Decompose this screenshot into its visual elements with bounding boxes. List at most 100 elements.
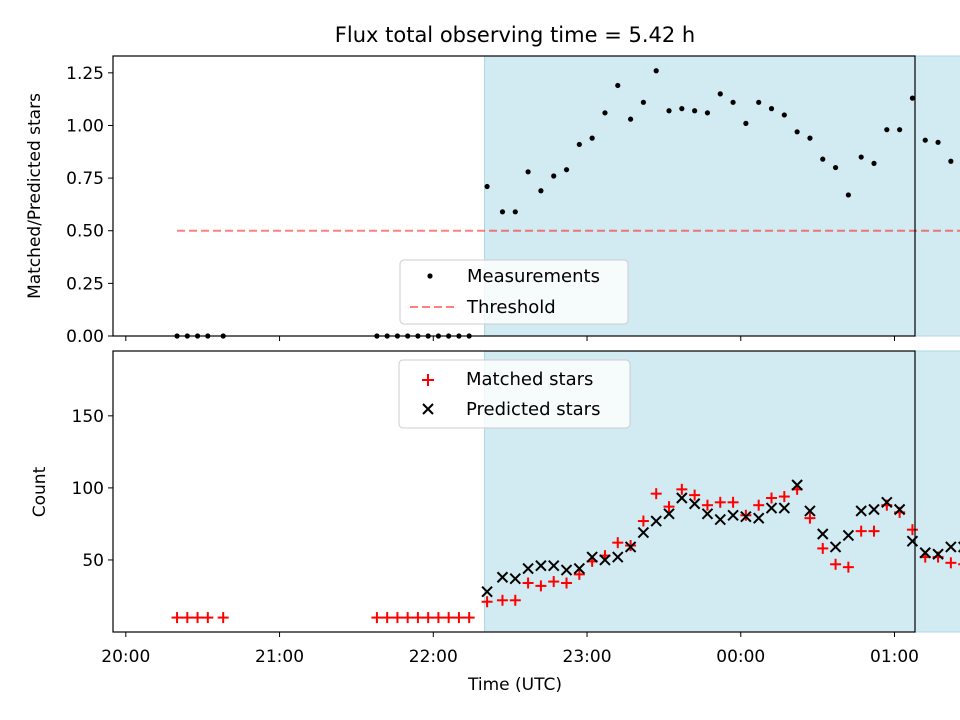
predicted-star-point (496, 571, 509, 583)
matched-star-point (689, 489, 701, 501)
predicted-star-point (650, 515, 662, 527)
predicted-star-point (791, 479, 803, 491)
matched-star-point (842, 561, 854, 573)
measurement-point (807, 135, 813, 141)
matched-star-point (496, 594, 508, 606)
matched-star-point (402, 612, 414, 624)
measurement-point (538, 188, 544, 194)
predicted-star-point (842, 529, 855, 542)
matched-star-point (855, 525, 867, 537)
matched-star-point (217, 612, 229, 624)
matched-star-point (906, 524, 918, 536)
measurement-point (615, 82, 621, 89)
measurement-point (653, 68, 659, 74)
y-tick-label: 0.50 (66, 222, 104, 242)
matched-star-point (548, 576, 560, 588)
predicted-star-point (804, 505, 816, 517)
predicted-star-point (752, 512, 765, 524)
matched-star-point (650, 488, 662, 500)
measurement-point (640, 99, 646, 105)
matched-star-point (740, 509, 752, 521)
x-tick-label: 23:00 (563, 647, 612, 667)
measurement-point (743, 120, 749, 126)
y-tick-label: 1.25 (66, 64, 104, 84)
predicted-star-point (612, 551, 624, 563)
matched-star-point (573, 568, 585, 580)
measurement-point (820, 156, 826, 162)
predicted-legend-marker (422, 403, 434, 415)
x-tick-label: 21:00 (255, 647, 304, 667)
measurement-point (858, 154, 864, 160)
count-legend: Matched stars Predicted stars (398, 359, 631, 429)
measurement-point (832, 164, 839, 171)
predicted-star-point (932, 548, 944, 560)
measurement-point (794, 129, 800, 135)
matched-star-point (453, 612, 465, 624)
matched-star-point (202, 612, 214, 624)
measurement-point (525, 169, 531, 175)
measurement-point (499, 209, 506, 215)
x-tick-label: 01:00 (870, 647, 919, 667)
matched-star-point (391, 612, 403, 624)
matched-star-point (481, 596, 493, 608)
measurement-point (484, 183, 490, 190)
predicted-star-point (829, 541, 842, 553)
matched-star-point (945, 557, 957, 569)
predicted-star-point (688, 498, 701, 510)
matched-star-point (561, 577, 573, 589)
count-legend-box (398, 359, 631, 429)
predicted-star-point (509, 572, 521, 585)
measurement-point (909, 95, 916, 101)
count-y-axis-label: Count (30, 466, 50, 517)
measurement-point (768, 106, 775, 112)
matched-star-point (371, 612, 383, 624)
x-tick-label: 22:00 (409, 647, 458, 667)
matched-star-point (381, 612, 393, 624)
predicted-star-point (765, 502, 778, 514)
matched-star-point (422, 612, 434, 624)
matched-star-point (766, 492, 778, 504)
matched-star-point (522, 577, 534, 589)
measurement-point (602, 110, 608, 116)
predicted-star-point (893, 503, 906, 516)
ratio-y-axis-label: Matched/Predicted stars (25, 93, 45, 299)
matched-star-point (753, 499, 765, 511)
y-tick-label: 0.75 (66, 169, 104, 189)
x-tick-label: 20:00 (101, 647, 150, 667)
matched-legend-label: Matched stars (466, 369, 593, 390)
threshold-legend-label: Threshold (466, 297, 556, 318)
predicted-star-point (868, 503, 880, 516)
ratio-panel: 0.00 0.25 0.50 0.75 1.00 1.25 Matched/Predict… (25, 55, 960, 347)
measurement-point (512, 209, 518, 215)
predicted-star-point (881, 496, 893, 509)
matched-star-point (625, 540, 637, 552)
predicted-star-point (573, 562, 586, 575)
measurement-point (781, 112, 787, 118)
matched-star-point (701, 499, 713, 511)
y-tick-label: 0.00 (66, 327, 104, 347)
ratio-legend-box (399, 259, 629, 325)
measurement-point (935, 139, 941, 145)
predicted-star-point (817, 528, 829, 540)
measurement-point (717, 91, 723, 97)
y-tick-label: 50 (82, 551, 104, 571)
ratio-panel-frame (112, 55, 916, 337)
matched-star-point (727, 496, 739, 508)
matched-legend-marker (422, 374, 434, 386)
predicted-star-point (701, 508, 714, 520)
matched-star-point (637, 515, 649, 527)
measurement-point (897, 127, 903, 133)
predicted-star-point (560, 564, 573, 576)
measurement-point (884, 127, 890, 133)
measurement-point (704, 110, 711, 116)
measurement-point (922, 137, 928, 143)
matched-star-point (868, 525, 880, 537)
measurement-point (679, 106, 685, 112)
predicted-star-point (535, 560, 547, 572)
matched-star-point (171, 612, 183, 624)
measurement-point (948, 158, 954, 164)
matched-star-point (663, 501, 675, 513)
y-tick-label: 150 (72, 407, 104, 427)
measurement-point (730, 99, 736, 105)
